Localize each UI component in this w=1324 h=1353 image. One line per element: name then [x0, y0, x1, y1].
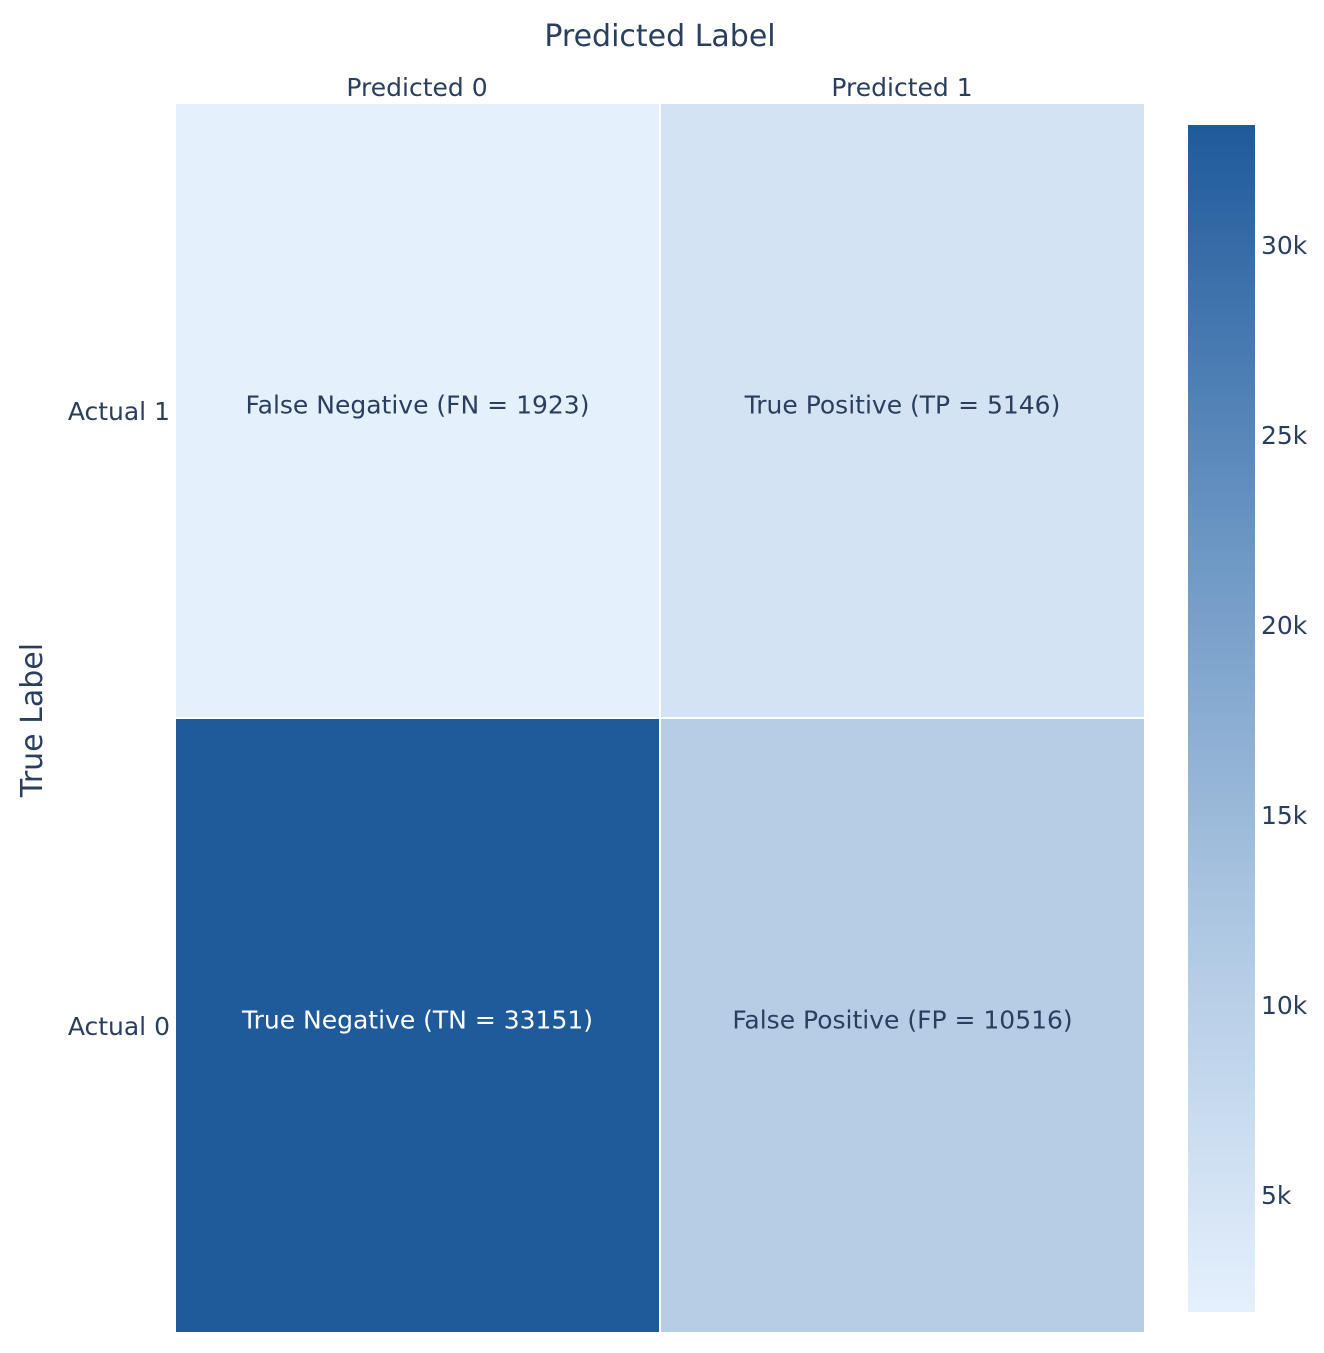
colorbar-tick-label: 5k — [1261, 1181, 1292, 1210]
colorbar-tick-label: 15k — [1261, 801, 1308, 830]
colorbar-tick-label: 20k — [1261, 611, 1308, 640]
colorbar — [1188, 125, 1255, 1312]
heatmap-cell — [174, 717, 661, 1334]
colorbar-ticks: 5k 10k 15k 20k 25k 30k — [1261, 231, 1308, 1210]
x-tick-label-predicted-0: Predicted 0 — [346, 73, 487, 102]
heatmap-cell-label: True Positive (TP = 5146) — [744, 391, 1061, 420]
y-tick-label-actual-0: Actual 0 — [68, 1012, 170, 1041]
heatmap-cell — [174, 102, 661, 719]
heatmap-cell-label: True Negative (TN = 33151) — [241, 1006, 593, 1035]
colorbar-tick-label: 25k — [1261, 421, 1308, 450]
heatmap-cell-label: False Negative (FN = 1923) — [246, 391, 590, 420]
heatmap-cell-labels: False Negative (FN = 1923) True Positive … — [241, 391, 1073, 1035]
heatmap-cell — [659, 717, 1146, 1334]
x-axis-title: Predicted Label — [544, 19, 775, 54]
y-axis-title: True Label — [15, 643, 50, 798]
heatmap-cells — [174, 102, 1146, 1334]
x-tick-label-predicted-1: Predicted 1 — [831, 73, 972, 102]
colorbar-tick-label: 10k — [1261, 991, 1308, 1020]
colorbar-tick-label: 30k — [1261, 231, 1308, 260]
heatmap-cell — [659, 102, 1146, 719]
y-tick-label-actual-1: Actual 1 — [68, 397, 170, 426]
heatmap-cell-label: False Positive (FP = 10516) — [732, 1006, 1072, 1035]
